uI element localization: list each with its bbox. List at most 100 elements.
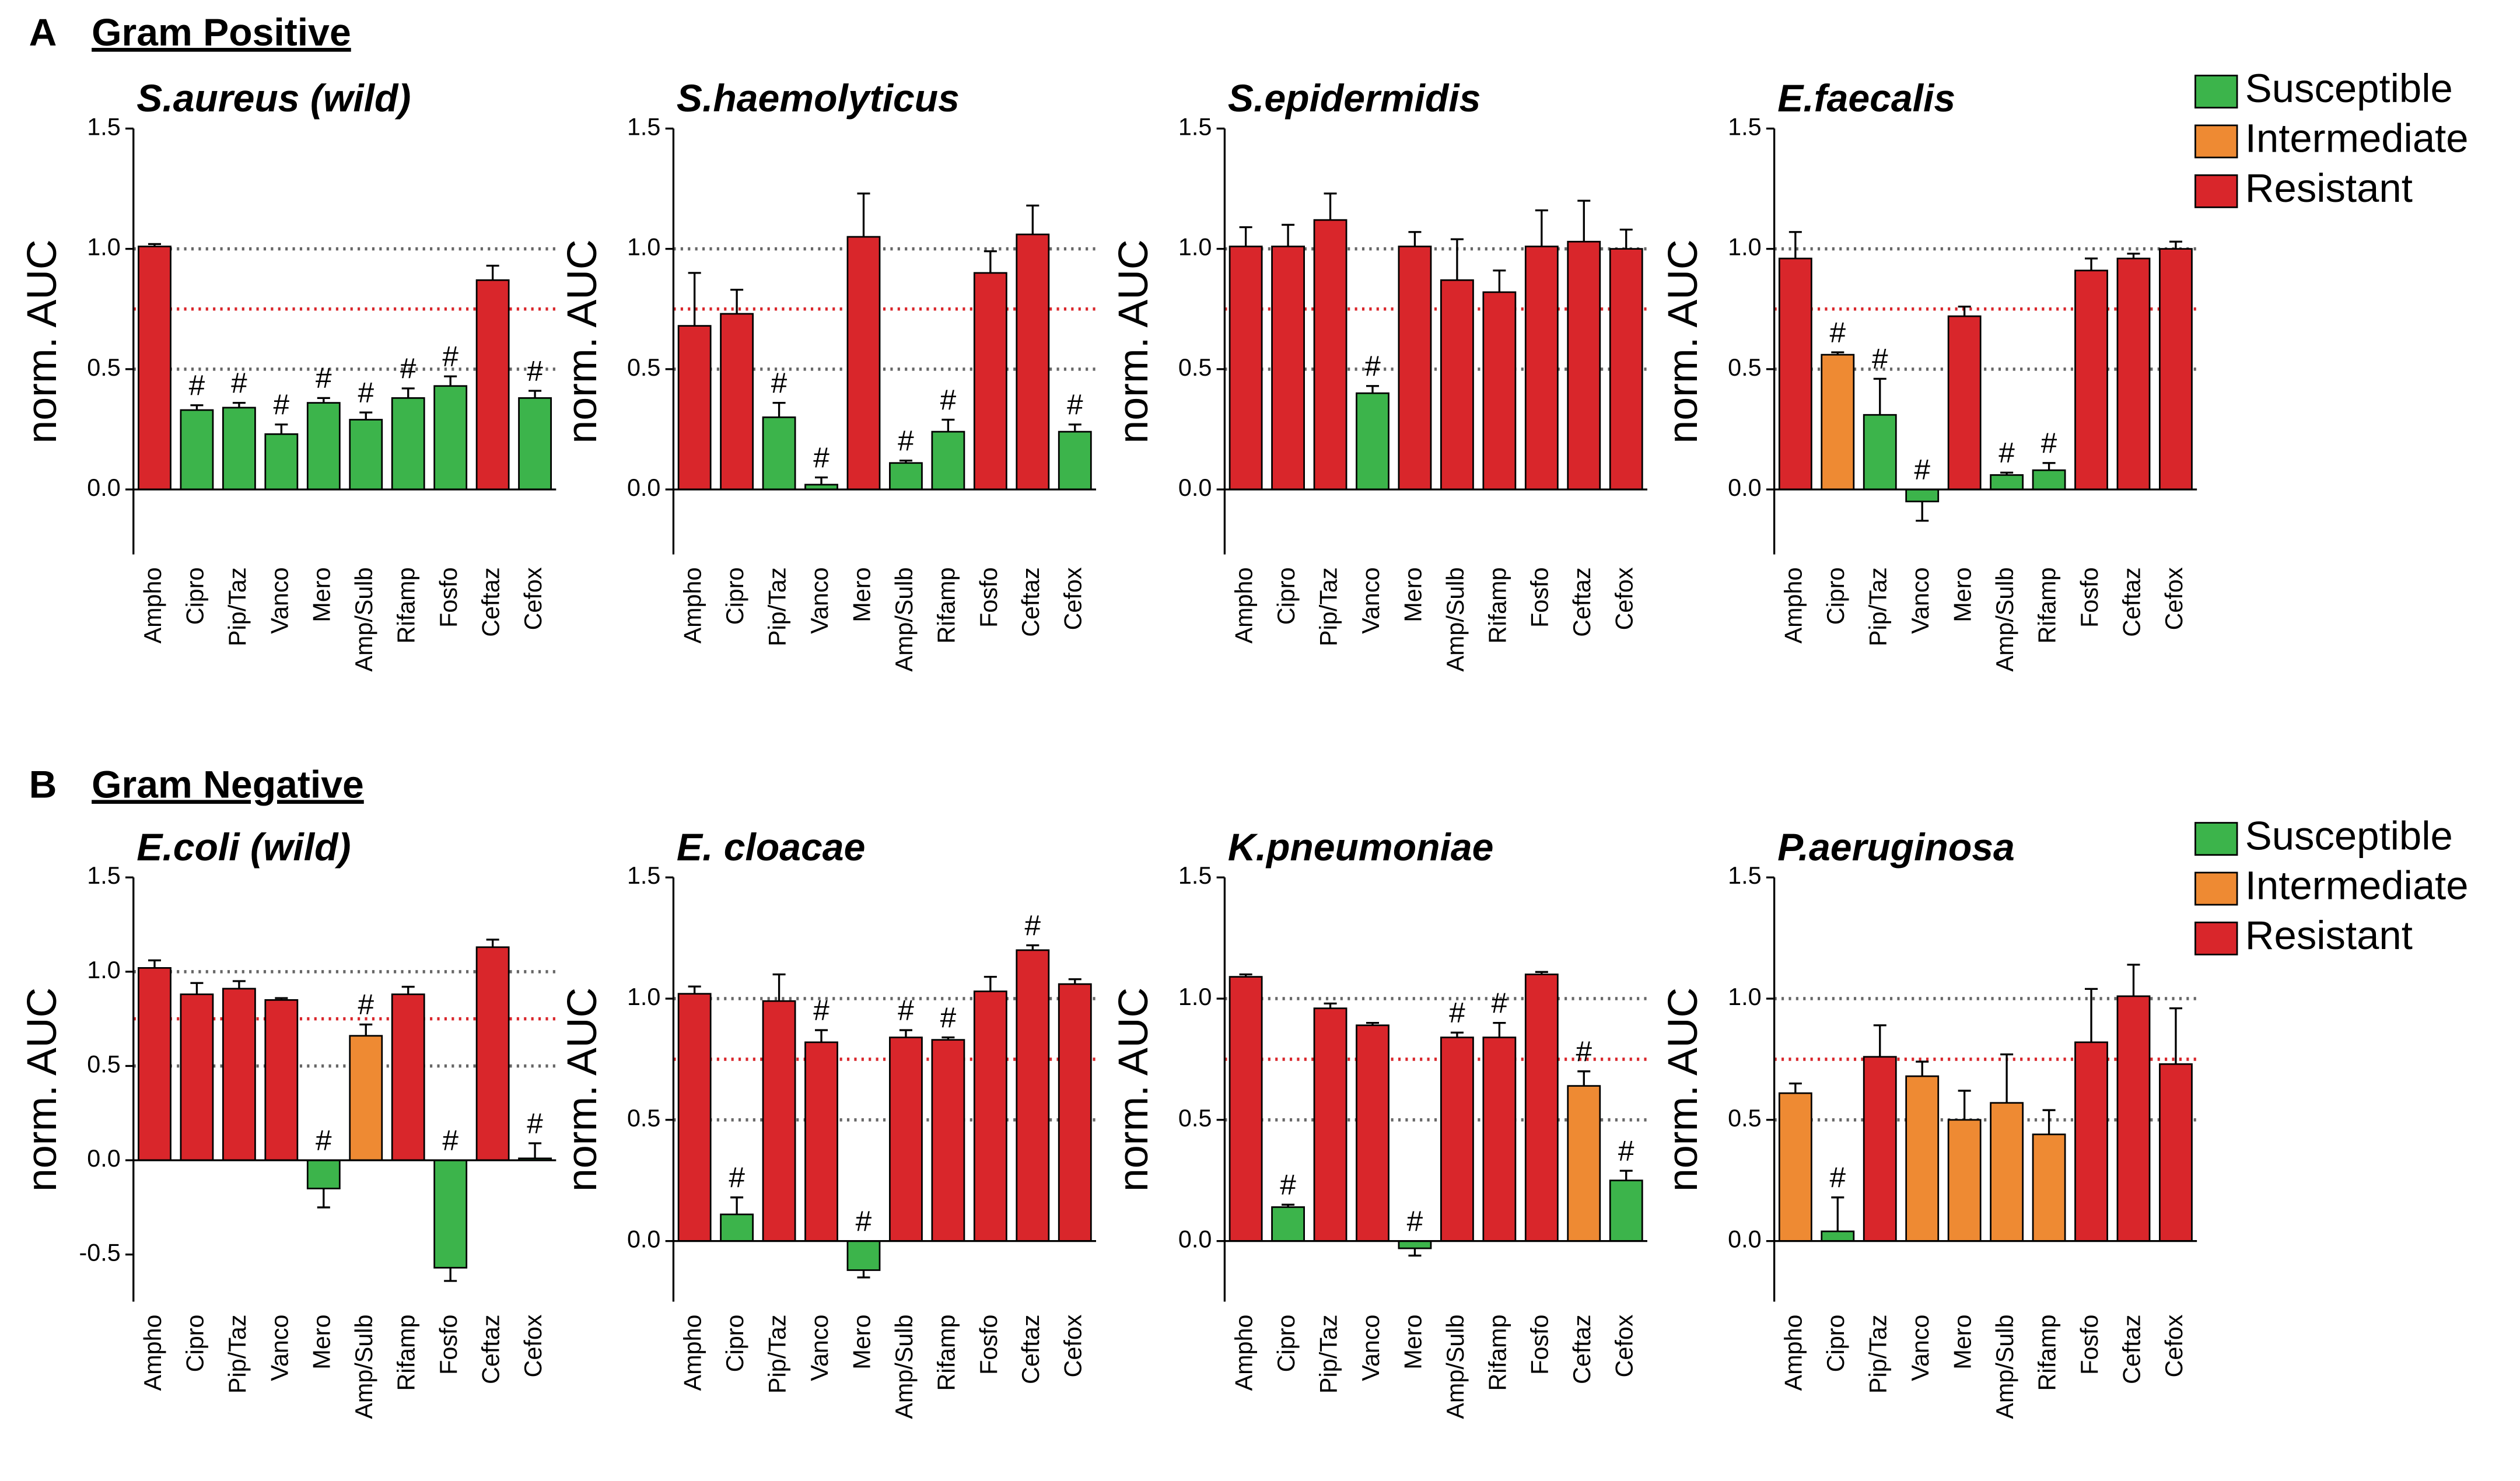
bar bbox=[2032, 1133, 2066, 1242]
significance-mark: # bbox=[1872, 342, 1888, 375]
significance-mark: # bbox=[358, 988, 374, 1021]
bar bbox=[1398, 246, 1432, 491]
bar bbox=[433, 1159, 468, 1269]
x-tick-label: Cipro bbox=[722, 568, 748, 625]
significance-mark: # bbox=[442, 1124, 459, 1157]
significance-mark: # bbox=[2041, 427, 2057, 460]
significance-mark: # bbox=[1025, 909, 1041, 941]
significance-mark: # bbox=[1914, 453, 1930, 486]
y-axis-label: norm. AUC bbox=[19, 988, 65, 1192]
y-tick-label: 1.5 bbox=[1178, 113, 1212, 140]
bar bbox=[2074, 269, 2108, 491]
bar bbox=[433, 385, 468, 491]
x-tick-label: Vanco bbox=[1907, 568, 1934, 634]
y-tick-label: 1.0 bbox=[87, 957, 120, 983]
y-tick-label: 0.5 bbox=[1178, 1105, 1212, 1132]
x-tick-label: Ceftaz bbox=[478, 568, 505, 637]
bar bbox=[1271, 246, 1305, 491]
x-tick-label: Cipro bbox=[181, 568, 208, 625]
bar bbox=[180, 409, 214, 491]
x-tick-label: Vanco bbox=[1357, 1315, 1384, 1381]
x-tick-label: Fosfo bbox=[2076, 1315, 2103, 1375]
x-tick-label: Pip/Taz bbox=[1315, 1315, 1342, 1394]
section-title: Gram Positive bbox=[92, 11, 351, 54]
y-tick-label: 1.5 bbox=[87, 862, 120, 889]
significance-mark: # bbox=[189, 369, 205, 402]
chart-title: S.aureus (wild) bbox=[136, 77, 411, 120]
bar bbox=[2116, 995, 2151, 1242]
chart-title: S.haemolyticus bbox=[677, 77, 960, 120]
y-tick-label: 0.5 bbox=[627, 354, 660, 381]
y-axis-label: norm. AUC bbox=[1660, 239, 1706, 443]
x-tick-label: Amp/Sulb bbox=[1442, 568, 1469, 672]
bar bbox=[973, 272, 1007, 491]
significance-mark: # bbox=[1449, 996, 1465, 1029]
significance-mark: # bbox=[1618, 1135, 1634, 1167]
significance-mark: # bbox=[527, 355, 543, 387]
bar bbox=[349, 419, 383, 491]
bar bbox=[762, 1000, 796, 1242]
x-tick-label: Vanco bbox=[806, 568, 833, 634]
significance-mark: # bbox=[527, 1107, 543, 1140]
bar bbox=[1821, 353, 1855, 491]
y-tick-label: 1.5 bbox=[1728, 113, 1761, 140]
legend-label: Intermediate bbox=[2245, 116, 2469, 161]
x-tick-label: Vanco bbox=[266, 1315, 293, 1381]
significance-mark: # bbox=[231, 366, 247, 399]
x-tick-label: Cefox bbox=[520, 567, 547, 630]
significance-mark: # bbox=[400, 352, 416, 385]
bar bbox=[1609, 1179, 1643, 1242]
y-axis-label: norm. AUC bbox=[559, 988, 606, 1192]
bar bbox=[1778, 257, 1812, 491]
y-tick-label: 0.0 bbox=[627, 474, 660, 501]
x-tick-label: Cefox bbox=[1060, 1314, 1087, 1377]
x-tick-label: Ampho bbox=[1231, 568, 1258, 644]
x-tick-label: Mero bbox=[1399, 568, 1426, 622]
significance-mark: # bbox=[316, 362, 332, 394]
section-letter: A bbox=[29, 11, 57, 54]
bar bbox=[2159, 248, 2193, 491]
x-tick-label: Cipro bbox=[1273, 1315, 1300, 1373]
chart-title: E. cloacae bbox=[677, 826, 865, 869]
x-tick-label: Amp/Sulb bbox=[351, 1315, 377, 1419]
y-tick-label: 1.0 bbox=[1178, 983, 1212, 1010]
significance-mark: # bbox=[1999, 436, 2015, 469]
y-tick-label: 1.0 bbox=[1728, 983, 1761, 1010]
significance-mark: # bbox=[1576, 1035, 1592, 1068]
y-tick-label: 0.0 bbox=[1178, 1226, 1212, 1253]
x-tick-label: Amp/Sulb bbox=[1992, 568, 2018, 672]
x-tick-label: Pip/Taz bbox=[224, 1315, 251, 1394]
x-tick-label: Cipro bbox=[1822, 1315, 1849, 1373]
bar bbox=[1271, 1206, 1305, 1242]
bar bbox=[846, 1240, 881, 1271]
x-tick-label: Pip/Taz bbox=[764, 1315, 790, 1394]
y-tick-label: 1.0 bbox=[627, 983, 660, 1010]
x-tick-label: Pip/Taz bbox=[1315, 568, 1342, 646]
x-tick-label: Ampho bbox=[1780, 568, 1807, 644]
significance-mark: # bbox=[316, 1124, 332, 1157]
bar bbox=[1905, 1075, 1940, 1242]
x-tick-label: Cefox bbox=[2161, 567, 2188, 630]
chart-title: P.aeruginosa bbox=[1777, 826, 2015, 869]
x-tick-label: Ampho bbox=[680, 568, 706, 644]
x-tick-label: Pip/Taz bbox=[1865, 1315, 1892, 1394]
x-tick-label: Fosfo bbox=[435, 568, 462, 628]
significance-mark: # bbox=[274, 388, 290, 421]
x-tick-label: Mero bbox=[309, 568, 335, 622]
x-tick-label: Mero bbox=[848, 568, 875, 622]
x-tick-label: Mero bbox=[848, 1315, 875, 1370]
chart-title: S.epidermidis bbox=[1228, 77, 1481, 120]
significance-mark: # bbox=[898, 424, 914, 457]
bar bbox=[1990, 1102, 2024, 1242]
bar bbox=[138, 967, 172, 1161]
x-tick-label: Cefox bbox=[520, 1314, 547, 1377]
x-tick-label: Cipro bbox=[181, 1315, 208, 1373]
x-tick-label: Cefox bbox=[1611, 1314, 1638, 1377]
bar bbox=[1356, 1024, 1390, 1242]
y-axis-label: norm. AUC bbox=[1110, 239, 1157, 443]
x-tick-label: Pip/Taz bbox=[1865, 568, 1892, 646]
bar bbox=[1016, 233, 1050, 491]
y-tick-label: 0.5 bbox=[1728, 354, 1761, 381]
bar bbox=[1863, 414, 1897, 491]
bar bbox=[720, 1213, 754, 1242]
